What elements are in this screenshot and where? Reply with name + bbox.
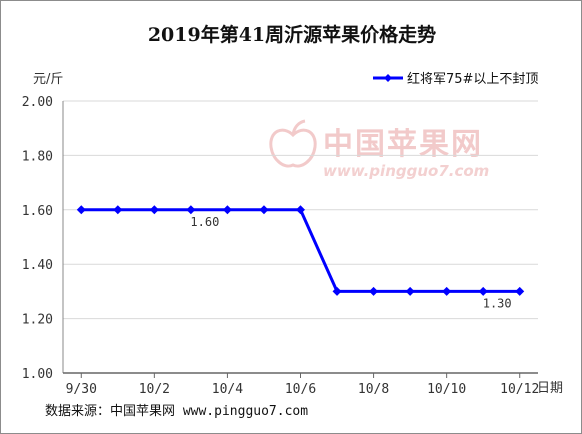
- x-tick-label: 10/8: [358, 382, 389, 397]
- y-tick-label: 1.60: [22, 204, 53, 219]
- x-tick-label: 9/30: [66, 382, 97, 397]
- data-point: [149, 205, 159, 215]
- data-point: [296, 205, 305, 215]
- data-labels: 1.60 1.30: [190, 215, 511, 311]
- data-point: [515, 286, 525, 296]
- x-axis-label: 日期: [537, 381, 563, 396]
- x-tick-label: 10/6: [285, 382, 316, 397]
- source-note: 数据来源：中国苹果网 www.pingguo7.com: [45, 404, 308, 419]
- data-point: [76, 205, 86, 215]
- y-tick-label: 2.00: [22, 95, 53, 110]
- series-line: [81, 208, 520, 293]
- watermark: 中国苹果网 www.pingguo7.com: [269, 119, 489, 180]
- legend-label: 红将军75#以上不封顶: [407, 71, 538, 87]
- data-point: [369, 286, 379, 296]
- legend-marker: [384, 74, 392, 82]
- data-point: [186, 205, 196, 215]
- data-label: 1.60: [190, 215, 219, 229]
- y-tick-label: 1.80: [22, 149, 53, 164]
- y-tick-labels: 2.00 1.80 1.60 1.40 1.20 1.00: [22, 95, 53, 382]
- watermark-url: www.pingguo7.com: [323, 162, 489, 180]
- data-point: [259, 205, 269, 215]
- series-group: [76, 205, 525, 296]
- legend: 红将军75#以上不封顶: [373, 71, 538, 87]
- data-point: [222, 205, 232, 215]
- x-tick-labels: 9/30 10/2 10/4 10/6 10/8 10/10 10/12: [66, 373, 539, 397]
- data-point: [442, 286, 452, 296]
- y-tick-label: 1.20: [22, 313, 53, 328]
- x-tick-label: 10/12: [500, 382, 539, 397]
- y-tick-label: 1.00: [22, 367, 53, 382]
- y-tick-label: 1.40: [22, 258, 53, 273]
- data-label: 1.30: [483, 296, 512, 310]
- data-point: [478, 286, 488, 296]
- chart-title: 2019年第41周沂源苹果价格走势: [148, 23, 436, 46]
- y-axis-unit: 元/斤: [33, 72, 63, 87]
- x-tick-label: 10/2: [139, 382, 170, 397]
- data-point: [405, 286, 415, 296]
- data-point: [332, 286, 342, 296]
- x-tick-label: 10/4: [212, 382, 243, 397]
- apple-logo-icon: [269, 119, 317, 168]
- data-point: [113, 205, 123, 215]
- watermark-title: 中国苹果网: [323, 127, 483, 162]
- x-tick-label: 10/10: [427, 382, 466, 397]
